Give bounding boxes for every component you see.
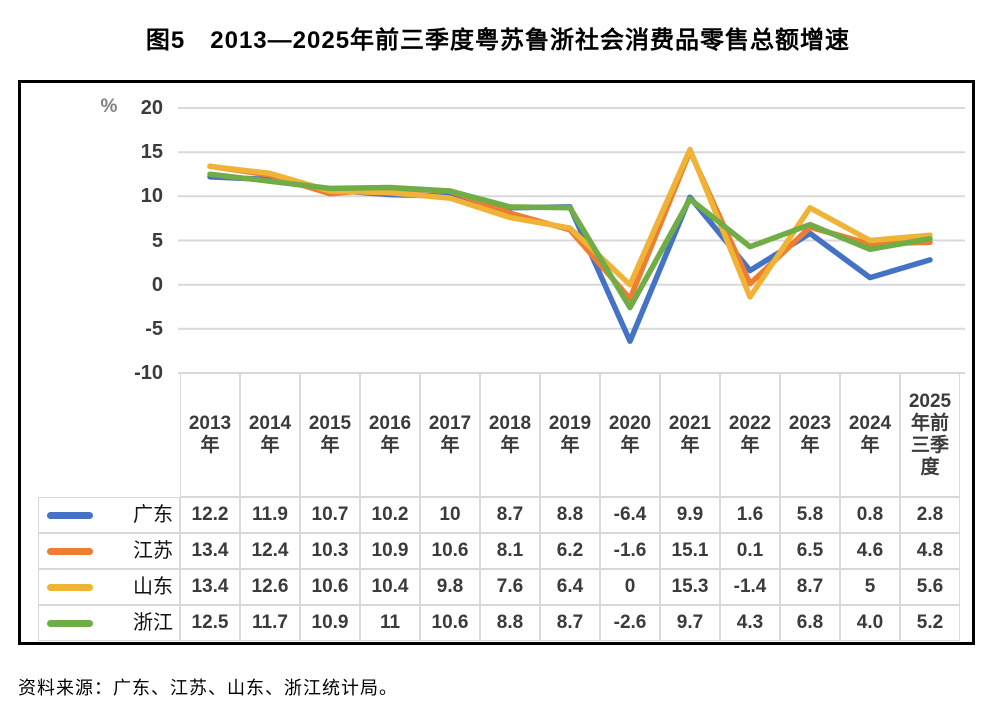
value-cell: 15.3 bbox=[660, 569, 720, 605]
y-axis-tick-label: 15 bbox=[140, 141, 163, 164]
source-note: 资料来源：广东、江苏、山东、浙江统计局。 bbox=[18, 678, 398, 698]
y-axis-tick-label: 0 bbox=[151, 273, 163, 296]
value-cell: 5.6 bbox=[900, 569, 960, 605]
legend-label: 广东 bbox=[133, 503, 173, 526]
value-cell: -1.4 bbox=[720, 569, 780, 605]
value-cell: 12.6 bbox=[240, 569, 300, 605]
value-cell: 6.8 bbox=[780, 605, 840, 641]
column-header: 2019年 bbox=[540, 373, 600, 497]
value-cell: 8.7 bbox=[480, 497, 540, 533]
value-cell: 12.4 bbox=[240, 533, 300, 569]
column-header: 2014年 bbox=[240, 373, 300, 497]
chart-data-table: 2013年 2014年 2015年 2016年 2017年 2018年 2019年 2020年… bbox=[38, 373, 960, 641]
legend-label: 山东 bbox=[133, 575, 173, 598]
y-axis-tick-label: 5 bbox=[151, 229, 163, 252]
value-cell: 10.4 bbox=[360, 569, 420, 605]
value-cell: 12.5 bbox=[180, 605, 240, 641]
column-header: 2024年 bbox=[840, 373, 900, 497]
value-cell: 9.8 bbox=[420, 569, 480, 605]
column-header: 2020年 bbox=[600, 373, 660, 497]
value-cell: 9.9 bbox=[660, 497, 720, 533]
value-cell: 13.4 bbox=[180, 533, 240, 569]
series-line-广东 bbox=[207, 174, 933, 344]
legend-cell: 广东 bbox=[38, 497, 180, 533]
value-cell: 10.3 bbox=[300, 533, 360, 569]
value-cell: 10.2 bbox=[360, 497, 420, 533]
value-cell: 13.4 bbox=[180, 569, 240, 605]
value-cell: 5.2 bbox=[900, 605, 960, 641]
value-cell: 11.7 bbox=[240, 605, 300, 641]
y-axis-unit-label: % bbox=[100, 96, 118, 117]
value-cell: 8.8 bbox=[540, 497, 600, 533]
value-cell: 10.6 bbox=[420, 605, 480, 641]
value-cell: 1.6 bbox=[720, 497, 780, 533]
value-cell: 8.7 bbox=[780, 569, 840, 605]
y-axis-tick-label: -5 bbox=[145, 317, 163, 340]
legend-cell: 浙江 bbox=[38, 605, 180, 641]
value-cell: 4.6 bbox=[840, 533, 900, 569]
value-cell: 10.6 bbox=[300, 569, 360, 605]
value-cell: 12.2 bbox=[180, 497, 240, 533]
value-cell: 6.2 bbox=[540, 533, 600, 569]
value-cell: -2.6 bbox=[600, 605, 660, 641]
table-corner-cell bbox=[38, 373, 180, 497]
legend-swatch-山东 bbox=[47, 583, 93, 591]
value-cell: 10.9 bbox=[300, 605, 360, 641]
series-line-江苏 bbox=[207, 148, 933, 302]
legend-swatch-广东 bbox=[47, 511, 93, 519]
value-cell: 2.8 bbox=[900, 497, 960, 533]
column-header: 2015年 bbox=[300, 373, 360, 497]
legend-cell: 江苏 bbox=[38, 533, 180, 569]
column-header: 2018年 bbox=[480, 373, 540, 497]
column-header: 2016年 bbox=[360, 373, 420, 497]
figure-title: 图5 2013—2025年前三季度粤苏鲁浙社会消费品零售总额增速 bbox=[145, 27, 851, 54]
y-axis-tick-label: 10 bbox=[140, 185, 163, 208]
legend-label: 江苏 bbox=[133, 539, 173, 562]
value-cell: 0 bbox=[600, 569, 660, 605]
value-cell: 8.8 bbox=[480, 605, 540, 641]
value-cell: -6.4 bbox=[600, 497, 660, 533]
column-header: 2023年 bbox=[780, 373, 840, 497]
column-header: 2021年 bbox=[660, 373, 720, 497]
value-cell: 10.6 bbox=[420, 533, 480, 569]
value-cell: 6.5 bbox=[780, 533, 840, 569]
value-cell: 5 bbox=[840, 569, 900, 605]
value-cell: 9.7 bbox=[660, 605, 720, 641]
value-cell: 5.8 bbox=[780, 497, 840, 533]
value-cell: 15.1 bbox=[660, 533, 720, 569]
value-cell: 11 bbox=[360, 605, 420, 641]
value-cell: 4.3 bbox=[720, 605, 780, 641]
value-cell: 8.7 bbox=[540, 605, 600, 641]
value-cell: 8.1 bbox=[480, 533, 540, 569]
y-axis-tick-label: 20 bbox=[140, 97, 163, 119]
line-chart-plot bbox=[178, 107, 965, 374]
column-header: 2013年 bbox=[180, 373, 240, 497]
value-cell: 6.4 bbox=[540, 569, 600, 605]
value-cell: 10.7 bbox=[300, 497, 360, 533]
legend-label: 浙江 bbox=[133, 611, 173, 634]
value-cell: -1.6 bbox=[600, 533, 660, 569]
value-cell: 0.1 bbox=[720, 533, 780, 569]
series-line-山东 bbox=[207, 146, 933, 300]
y-axis-tick-label: -10 bbox=[134, 362, 163, 384]
chart-figure: % 20 15 10 5 0 -5 -10 2013年 2014年 2015年 2016年 2017… bbox=[18, 80, 975, 645]
column-header: 2025年前三季度 bbox=[900, 373, 960, 497]
value-cell: 11.9 bbox=[240, 497, 300, 533]
series-line-浙江 bbox=[207, 171, 933, 311]
legend-swatch-浙江 bbox=[47, 619, 93, 627]
value-cell: 4.8 bbox=[900, 533, 960, 569]
legend-cell: 山东 bbox=[38, 569, 180, 605]
value-cell: 0.8 bbox=[840, 497, 900, 533]
value-cell: 10 bbox=[420, 497, 480, 533]
column-header: 2022年 bbox=[720, 373, 780, 497]
legend-swatch-江苏 bbox=[47, 547, 93, 555]
value-cell: 4.0 bbox=[840, 605, 900, 641]
value-cell: 7.6 bbox=[480, 569, 540, 605]
value-cell: 10.9 bbox=[360, 533, 420, 569]
column-header: 2017年 bbox=[420, 373, 480, 497]
